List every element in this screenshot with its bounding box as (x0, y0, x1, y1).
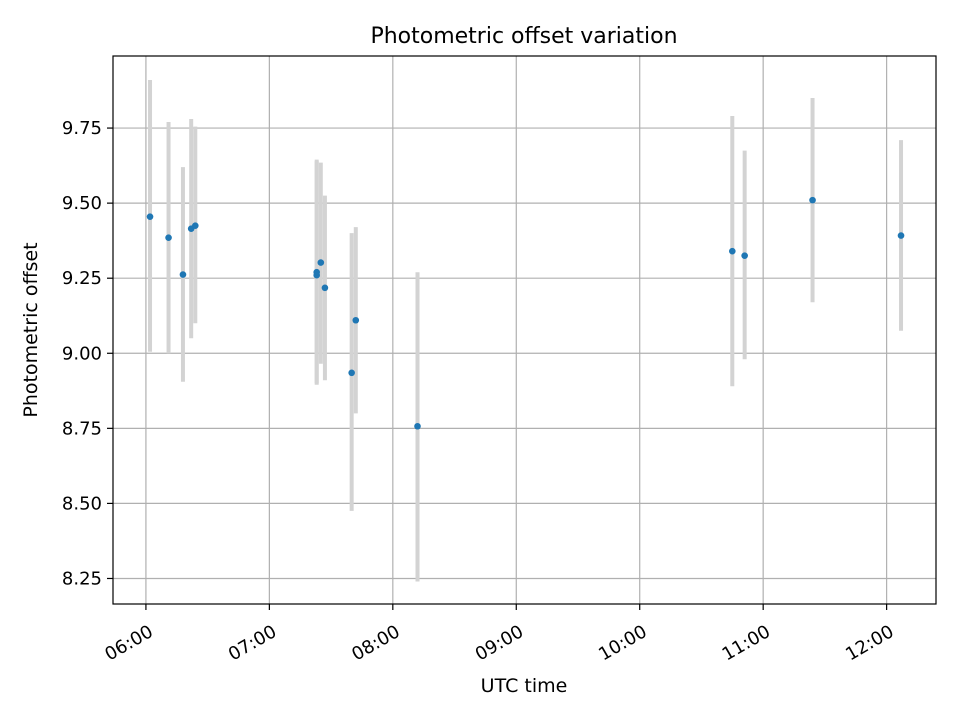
y-axis-label: Photometric offset (20, 242, 42, 417)
data-point-10 (352, 316, 360, 324)
y-tick-label-1: 8.50 (62, 493, 102, 514)
data-point-0 (146, 213, 154, 220)
data-point-11 (414, 422, 421, 430)
y-tick-label-2: 8.75 (62, 418, 102, 439)
x-tick-label-5: 11:00 (719, 621, 774, 665)
y-tick-label-0: 8.25 (62, 568, 102, 589)
x-tick-label-3: 09:00 (472, 621, 527, 665)
x-tick-label-4: 10:00 (595, 621, 650, 665)
data-point-8 (321, 284, 329, 292)
plot-frame (112, 55, 937, 605)
x-tick-label-0: 06:00 (101, 621, 156, 665)
x-axis-label: UTC time (481, 675, 568, 697)
x-tick-label-6: 12:00 (842, 621, 897, 665)
data-point-13 (741, 252, 748, 259)
data-point-7 (317, 259, 325, 266)
data-point-4 (192, 222, 199, 229)
chart-title: Photometric offset variation (370, 24, 677, 49)
data-point-14 (809, 196, 816, 204)
x-tick-label-1: 07:00 (225, 621, 280, 665)
y-tick-label-3: 9.00 (62, 343, 102, 364)
y-tick-label-4: 9.25 (62, 268, 102, 289)
grid (113, 56, 936, 604)
data-point-12 (729, 247, 736, 255)
y-axis-ticks: 8.25 8.50 8.75 9.00 9.25 9.50 9.75 (62, 118, 113, 589)
data-point-9 (348, 369, 355, 377)
data-point-15 (897, 232, 905, 239)
x-axis-ticks: 06:00 07:00 08:00 09:00 10:00 11:00 12:00 (101, 604, 898, 665)
data-point-1 (165, 234, 172, 241)
error-bars (148, 80, 904, 582)
y-tick-label-6: 9.75 (62, 118, 102, 139)
data-point-2 (179, 271, 187, 278)
x-tick-label-2: 08:00 (348, 621, 403, 665)
data-points (146, 196, 905, 430)
y-tick-label-5: 9.50 (62, 193, 102, 214)
data-point-6 (313, 268, 320, 276)
